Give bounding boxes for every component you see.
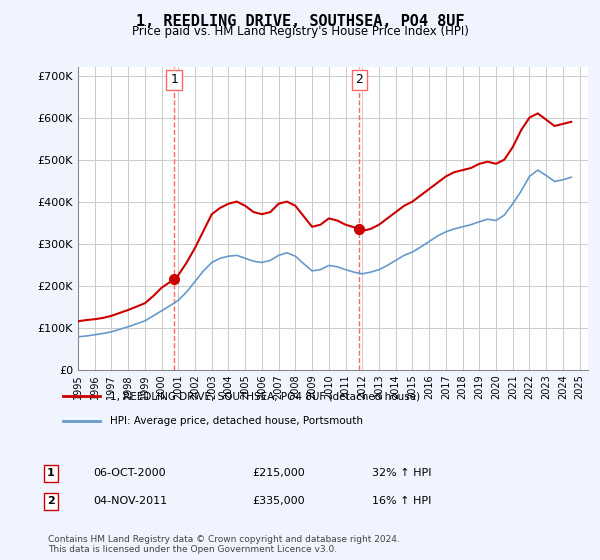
Text: 2: 2 xyxy=(355,73,364,86)
Text: HPI: Average price, detached house, Portsmouth: HPI: Average price, detached house, Port… xyxy=(110,416,363,426)
Text: 2: 2 xyxy=(47,496,55,506)
Text: Contains HM Land Registry data © Crown copyright and database right 2024.
This d: Contains HM Land Registry data © Crown c… xyxy=(48,535,400,554)
Text: £215,000: £215,000 xyxy=(252,468,305,478)
Text: 04-NOV-2011: 04-NOV-2011 xyxy=(93,496,167,506)
Text: 1, REEDLING DRIVE, SOUTHSEA, PO4 8UF (detached house): 1, REEDLING DRIVE, SOUTHSEA, PO4 8UF (de… xyxy=(110,391,420,402)
Text: Price paid vs. HM Land Registry's House Price Index (HPI): Price paid vs. HM Land Registry's House … xyxy=(131,25,469,38)
Text: 06-OCT-2000: 06-OCT-2000 xyxy=(93,468,166,478)
Text: 1: 1 xyxy=(47,468,55,478)
Text: 1, REEDLING DRIVE, SOUTHSEA, PO4 8UF: 1, REEDLING DRIVE, SOUTHSEA, PO4 8UF xyxy=(136,14,464,29)
Text: £335,000: £335,000 xyxy=(252,496,305,506)
Text: 1: 1 xyxy=(170,73,178,86)
Text: 32% ↑ HPI: 32% ↑ HPI xyxy=(372,468,431,478)
Text: 16% ↑ HPI: 16% ↑ HPI xyxy=(372,496,431,506)
